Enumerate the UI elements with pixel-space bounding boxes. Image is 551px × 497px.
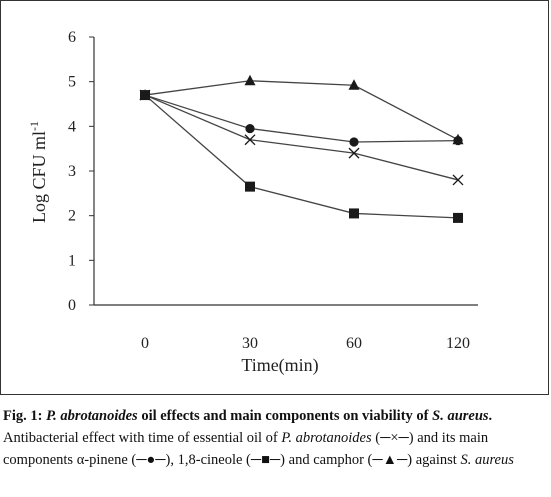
x-tick-label: 120: [446, 335, 470, 352]
series-lines: [144, 80, 459, 219]
caption-title-end: .: [488, 408, 493, 424]
y-tick-label: 3: [68, 163, 76, 180]
x-axis-label: Time(min): [241, 355, 318, 376]
figure-caption: Fig. 1: P. abrotanoides oil effects and …: [3, 405, 548, 471]
data-point-circle: [245, 123, 255, 134]
data-point-triangle: [139, 89, 151, 100]
caption-title-text-1: oil effects and main components on viabi…: [137, 408, 433, 424]
y-tick-label: 4: [68, 118, 76, 135]
series-line-circle: [144, 94, 459, 143]
y-axis-label-superscript: -1: [27, 121, 41, 131]
series-line-x: [144, 94, 459, 181]
data-point-triangle: [348, 79, 360, 90]
series-markers: [139, 74, 464, 223]
y-tick-label: 6: [68, 29, 76, 46]
x-tick-label: 0: [141, 335, 149, 352]
y-axis-label-text: Log CFU ml: [29, 131, 49, 223]
x-marker-stroke: [244, 134, 256, 146]
caption-species-4: S. aureus: [460, 452, 514, 468]
x-tick-label: 60: [346, 335, 362, 352]
data-point-triangle: [452, 133, 464, 145]
caption-species-2: S. aureus: [432, 408, 489, 424]
y-tick-label: 2: [68, 208, 76, 225]
caption-body-1: Antibacterial effect with time of essent…: [3, 430, 282, 446]
data-point-square: [453, 212, 463, 223]
data-point-x: [348, 147, 360, 159]
chart-frame: [0, 0, 549, 395]
data-point-triangle: [244, 74, 256, 86]
caption-species-3: P. abrotanoides: [281, 430, 372, 446]
x-tick-label: 30: [242, 335, 258, 352]
caption-fig-label: Fig. 1:: [3, 408, 43, 424]
y-tick-label: 0: [68, 297, 76, 314]
caption-species-1: P. abrotanoides: [46, 408, 138, 424]
x-marker-stroke: [452, 174, 464, 186]
series-line-triangle: [144, 80, 459, 141]
y-axis-label: Log CFU ml-1: [27, 121, 49, 223]
x-marker-stroke: [348, 147, 360, 159]
data-point-x: [452, 174, 464, 186]
y-tick-label: 1: [68, 252, 76, 269]
data-point-square: [245, 181, 255, 192]
y-tick-label: 5: [68, 74, 76, 91]
data-point-x: [244, 134, 256, 146]
caption-body-2: (─×─) and its main components α-pinene (…: [3, 430, 489, 468]
series-line-square: [144, 94, 459, 219]
data-point-square: [349, 208, 359, 219]
data-point-circle: [349, 137, 359, 147]
